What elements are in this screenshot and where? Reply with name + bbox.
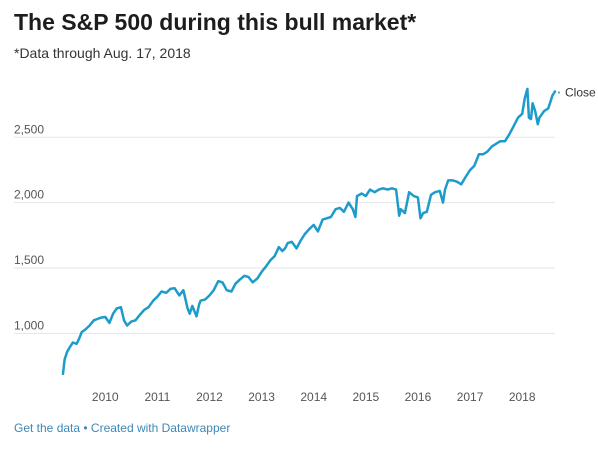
x-tick-label: 2015 (352, 390, 379, 404)
footer-separator: • (80, 421, 91, 435)
y-tick-label: 1,000 (14, 318, 44, 332)
x-tick-label: 2011 (144, 390, 170, 404)
x-tick-label: 2010 (92, 390, 119, 404)
chart-title: The S&P 500 during this bull market* (14, 9, 417, 35)
x-tick-label: 2014 (300, 390, 327, 404)
chart-svg: 1,000 1,500 2,000 2,500 2010 2011 2012 2013 2014… (14, 86, 596, 404)
footer: Get the data • Created with Datawrapper (14, 421, 230, 435)
y-tick-label: 2,500 (14, 122, 44, 136)
x-tick-label: 2012 (196, 390, 223, 404)
series-end-marker (558, 91, 560, 94)
y-tick-label: 2,000 (14, 188, 44, 202)
series-line (61, 87, 557, 376)
get-data-link[interactable]: Get the data (14, 421, 81, 435)
chart-subtitle: *Data through Aug. 17, 2018 (14, 45, 191, 61)
datawrapper-link[interactable]: Created with Datawrapper (90, 421, 231, 435)
x-tick-label: 2018 (509, 390, 536, 404)
series-label: Close (565, 86, 596, 100)
x-tick-label: 2013 (248, 390, 275, 404)
y-tick-label: 1,500 (14, 253, 44, 267)
x-tick-label: 2017 (457, 390, 484, 404)
x-tick-label: 2016 (405, 390, 432, 404)
